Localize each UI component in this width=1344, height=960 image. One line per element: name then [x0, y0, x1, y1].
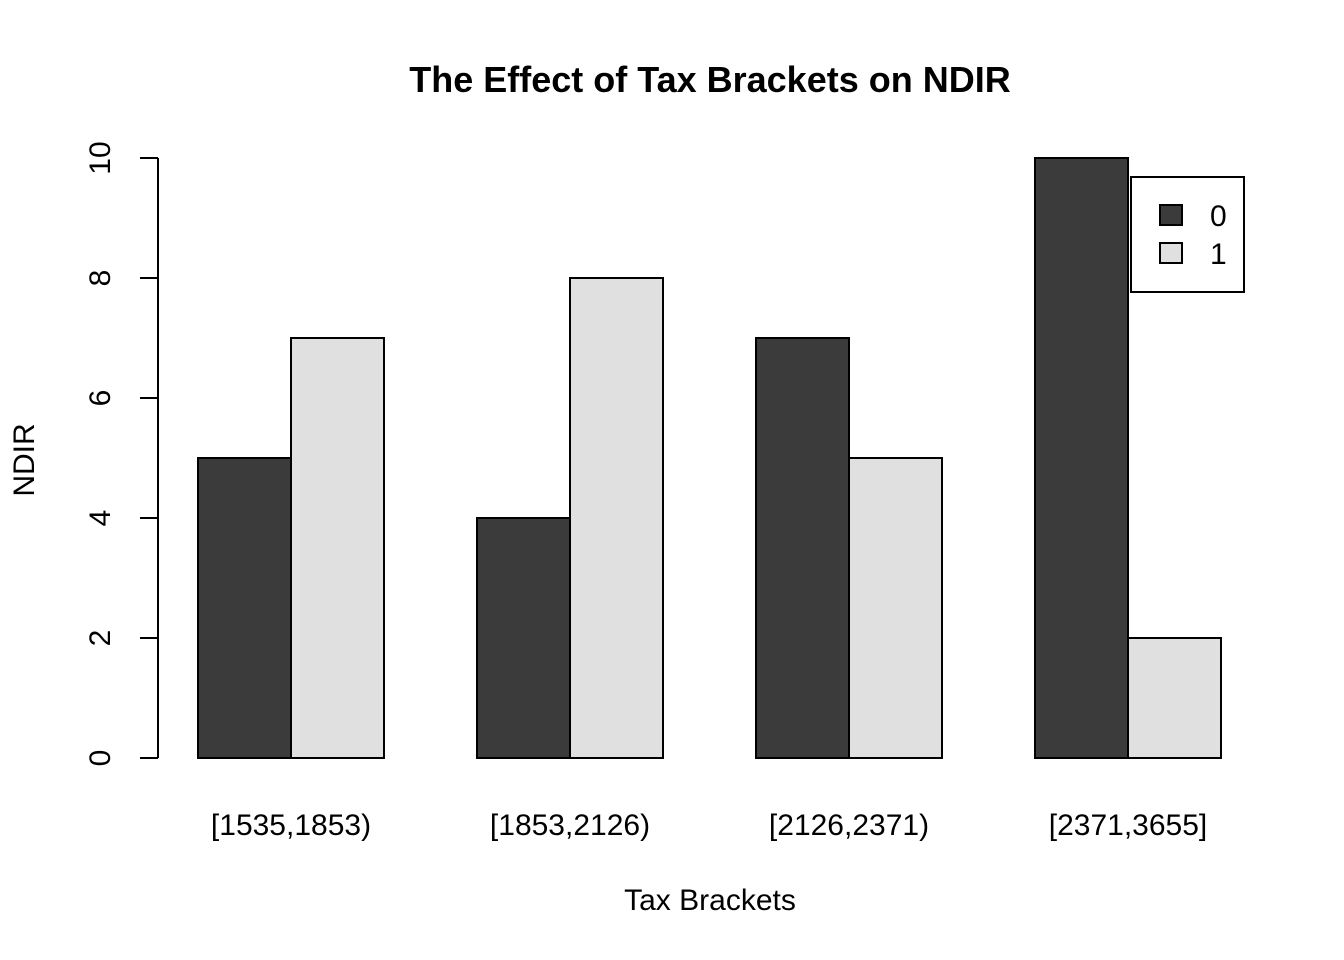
y-tick-label: 4: [84, 510, 117, 527]
y-tick-label: 0: [84, 750, 117, 767]
x-tick-labels: [1535,1853) [1853,2126) [2126,2371) [2371,3…: [211, 809, 1207, 842]
x-tick-label: [2371,3655]: [1049, 809, 1207, 842]
legend-swatch-series-1: [1159, 242, 1183, 264]
x-axis-label: Tax Brackets: [624, 884, 796, 917]
chart-title: The Effect of Tax Brackets on NDIR: [409, 59, 1010, 100]
bar-[2371,3655]-series-1: [1127, 637, 1222, 759]
x-tick-label: [1535,1853): [211, 809, 371, 842]
legend: 01: [1130, 176, 1245, 293]
x-tick-label: [2126,2371): [769, 809, 929, 842]
x-tick-label: [1853,2126): [490, 809, 650, 842]
bar-[1853,2126)-series-1: [569, 277, 664, 759]
bar-[2126,2371)-series-1: [848, 457, 943, 759]
legend-label-series-1: 1: [1210, 238, 1227, 271]
bar-[1853,2126)-series-0: [476, 517, 571, 759]
legend-label-series-0: 0: [1210, 200, 1227, 233]
y-tick-label: 6: [84, 390, 117, 407]
legend-box: [1130, 176, 1245, 293]
bar-[2371,3655]-series-0: [1034, 157, 1129, 759]
y-axis-label: NDIR: [8, 423, 41, 496]
y-tick-label: 10: [84, 141, 117, 174]
y-tick-label: 2: [84, 630, 117, 647]
legend-swatch-series-0: [1159, 204, 1183, 226]
y-axis: 0 2 4 6 8 10: [84, 141, 159, 767]
bar-[1535,1853)-series-1: [290, 337, 385, 759]
y-tick-label: 8: [84, 270, 117, 287]
bar-[1535,1853)-series-0: [197, 457, 292, 759]
bars: [197, 157, 1222, 759]
bar-[2126,2371)-series-0: [755, 337, 850, 759]
